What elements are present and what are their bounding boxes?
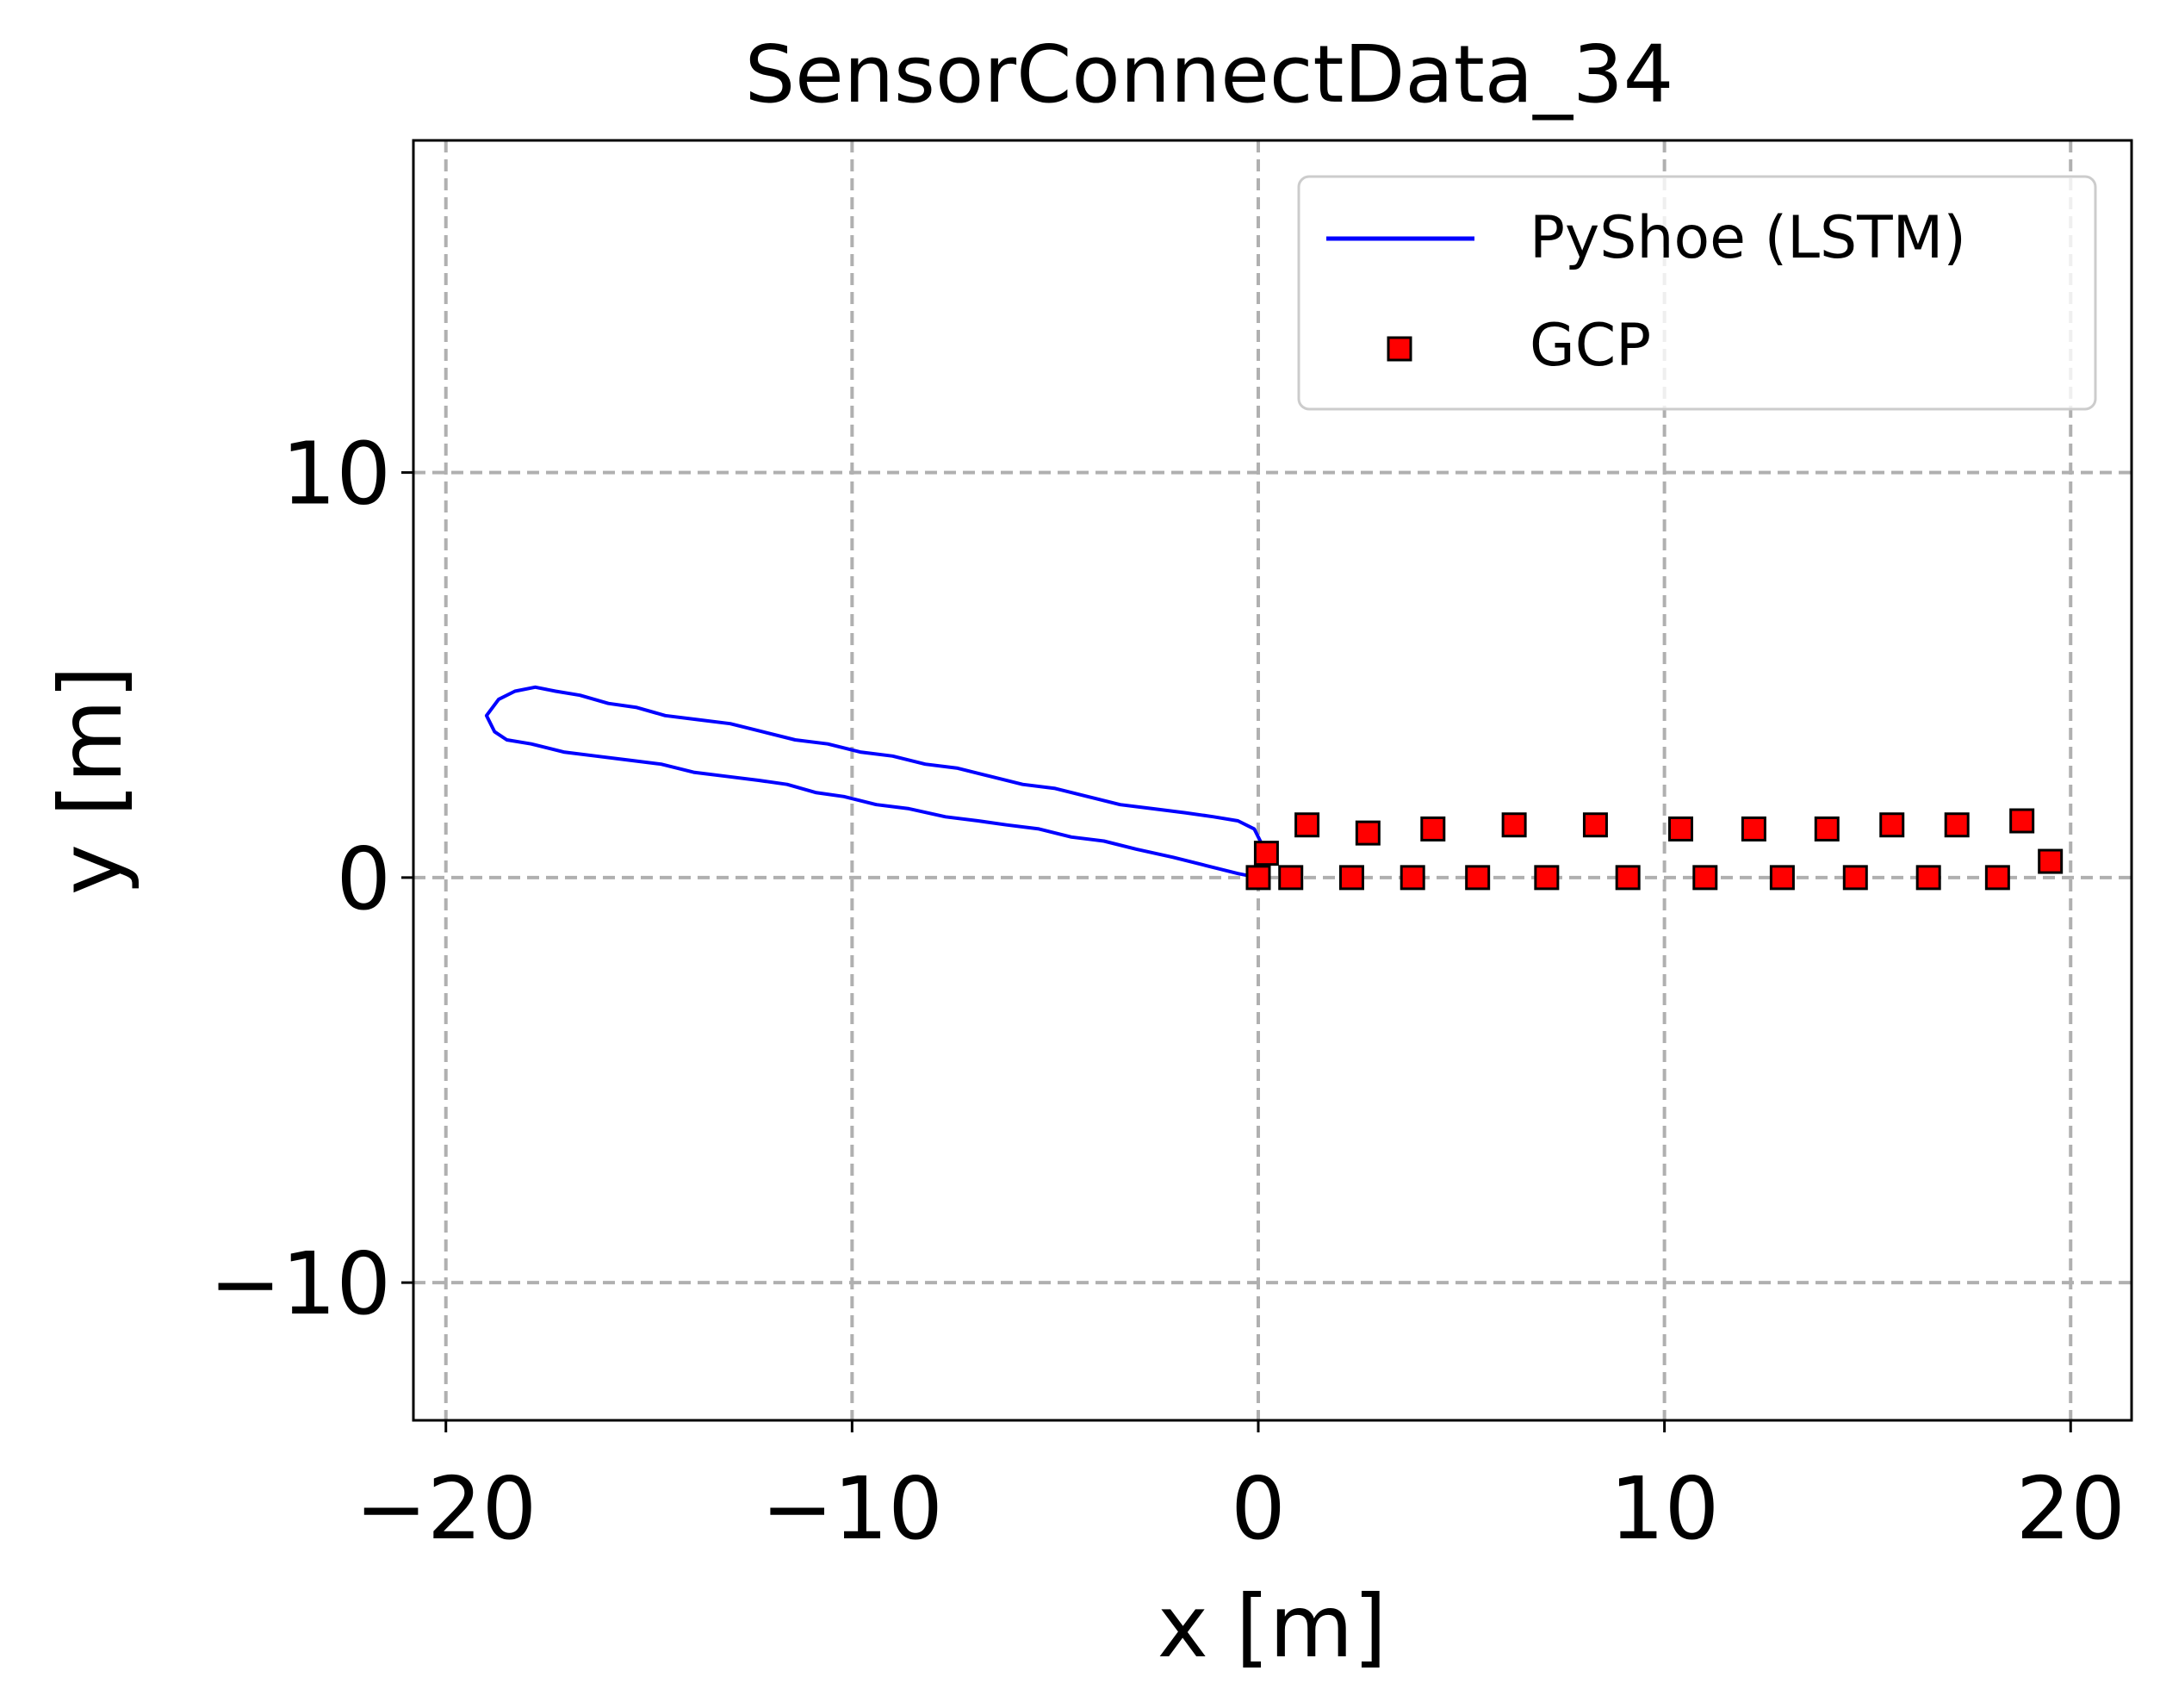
x-axis-ticks: −20 −10 0 10 20 bbox=[355, 1420, 2126, 1559]
gcp-point bbox=[1253, 841, 1279, 866]
gcp-point bbox=[1741, 816, 1766, 842]
gcp-point bbox=[1984, 865, 2010, 891]
y-tick-label: 0 bbox=[336, 829, 391, 929]
x-tick-label: 10 bbox=[1610, 1458, 1719, 1559]
chart-title: SensorConnectData_34 bbox=[745, 28, 1673, 121]
gcp-point bbox=[1355, 820, 1381, 846]
legend-box bbox=[1297, 175, 2097, 411]
gcp-point bbox=[1465, 865, 1491, 891]
gcp-point bbox=[1692, 865, 1718, 891]
gcp-point bbox=[1338, 865, 1364, 891]
y-tick-label: 10 bbox=[282, 424, 391, 525]
gcp-point bbox=[1534, 865, 1560, 891]
legend-square-marker bbox=[1387, 336, 1412, 362]
legend: PyShoe (LSTM) GCP bbox=[1297, 175, 2097, 411]
gcp-point bbox=[1915, 865, 1941, 891]
gcp-point bbox=[1769, 865, 1795, 891]
gcp-point bbox=[1879, 812, 1905, 838]
gcp-point bbox=[1501, 812, 1527, 838]
series-pyshoe-lstm bbox=[484, 685, 1269, 879]
gcp-point bbox=[2009, 808, 2035, 834]
legend-label-gcp: GCP bbox=[1530, 312, 1651, 380]
x-tick-label: −20 bbox=[355, 1458, 537, 1559]
gcp-point bbox=[1294, 812, 1320, 838]
gcp-point bbox=[1814, 816, 1840, 842]
gcp-point bbox=[1944, 812, 1970, 838]
y-axis-ticks: −10 0 10 bbox=[209, 424, 413, 1334]
plot-frame bbox=[412, 139, 2133, 1422]
x-axis-label: x [m] bbox=[1158, 1576, 1387, 1677]
gcp-point bbox=[1245, 865, 1271, 891]
gcp-point bbox=[1420, 816, 1446, 842]
x-tick-label: 20 bbox=[2016, 1458, 2126, 1559]
gcp-point bbox=[1842, 865, 1868, 891]
y-tick-label: −10 bbox=[209, 1233, 391, 1334]
x-tick-label: 0 bbox=[1231, 1458, 1286, 1559]
series-gcp bbox=[1245, 808, 2064, 891]
x-tick-label: −10 bbox=[761, 1458, 943, 1559]
gcp-point bbox=[1615, 865, 1641, 891]
gcp-point bbox=[2038, 848, 2064, 874]
gcp-point bbox=[1400, 865, 1425, 891]
gcp-point bbox=[1582, 812, 1608, 838]
y-axis-label: y [m] bbox=[40, 666, 141, 895]
gcp-point bbox=[1667, 816, 1693, 842]
gcp-point bbox=[1278, 865, 1304, 891]
pyshoe-lstm-trajectory bbox=[484, 685, 1269, 879]
legend-label-pyshoe: PyShoe (LSTM) bbox=[1530, 204, 1966, 272]
